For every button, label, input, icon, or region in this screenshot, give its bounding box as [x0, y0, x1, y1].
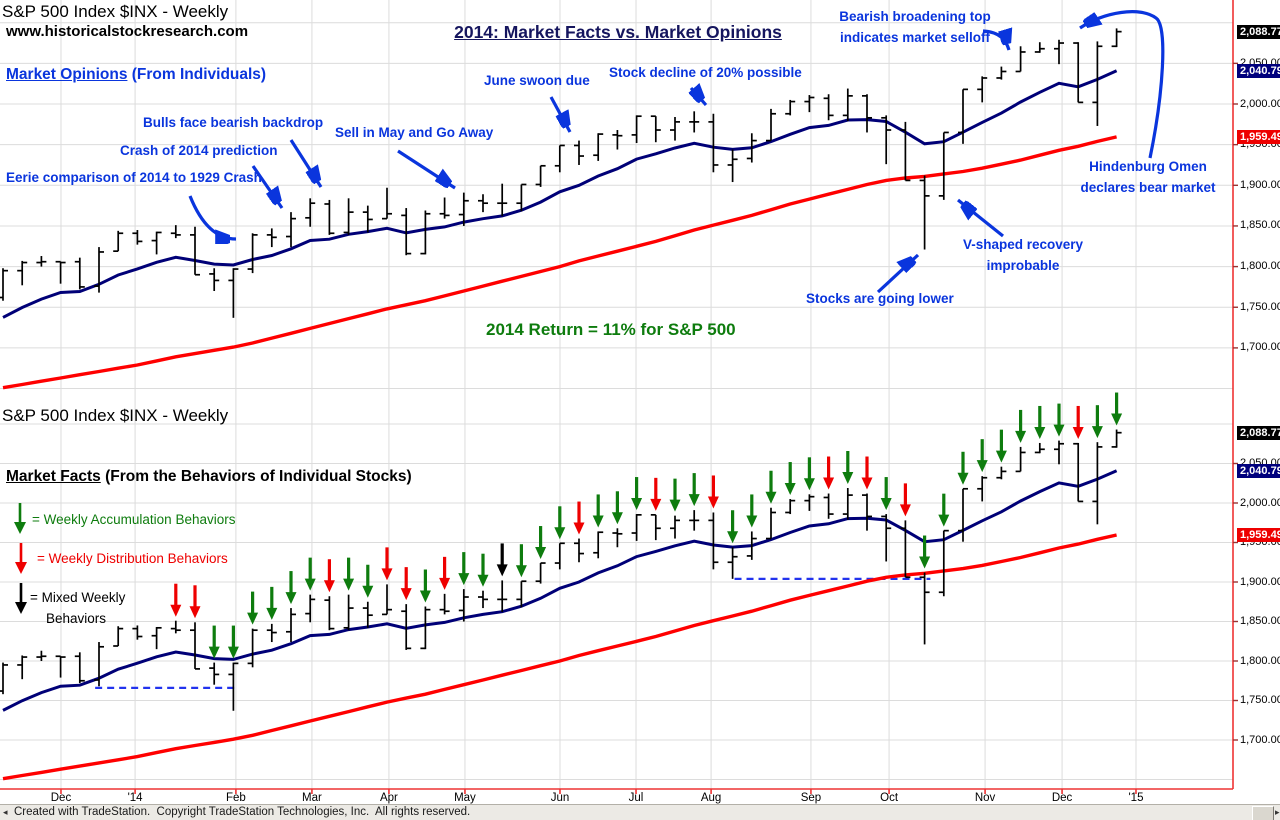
- month-label: Aug: [700, 792, 722, 804]
- month-label: Nov: [974, 792, 996, 804]
- market-opinions-lead: Market Opinions: [6, 66, 128, 83]
- month-label: Jul: [628, 792, 644, 804]
- month-label: Dec: [50, 792, 72, 804]
- annotation-hindenburg-line2: declares bear market: [1080, 180, 1216, 195]
- accumulation-down-arrow-icon: [14, 503, 26, 534]
- scroll-right-icon[interactable]: ▸: [1275, 807, 1280, 817]
- price-label: 1,850.00: [1240, 615, 1280, 627]
- website-link[interactable]: www.historicalstockresearch.com: [6, 23, 249, 40]
- price-label: 1,750.00: [1240, 694, 1280, 706]
- price-label: 1,900.00: [1240, 575, 1280, 588]
- navy-ma-price-box: 2,040.79: [1237, 463, 1280, 478]
- annotation-hindenburg: Hindenburg Omen declares bear market: [1072, 156, 1224, 198]
- market-facts-rest: (From the Behaviors of Individual Stocks…: [100, 468, 412, 485]
- legend-distribution: = Weekly Distribution Behaviors: [37, 551, 228, 566]
- last-close-price-box: 2,088.77: [1237, 24, 1280, 39]
- month-label: Sep: [800, 792, 822, 804]
- annotation-bulls: Bulls face bearish backdrop: [143, 115, 324, 130]
- market-opinions-label: Market Opinions (From Individuals): [6, 66, 266, 84]
- status-bar: ◂ Created with TradeStation. Copyright T…: [0, 804, 1280, 820]
- annotation-sell-in-may: Sell in May and Go Away: [335, 125, 494, 140]
- price-label: 2,000.00: [1240, 97, 1280, 110]
- red-ma-price-box: 1,959.49: [1237, 129, 1280, 144]
- price-label: 1,750.00: [1240, 300, 1280, 313]
- month-label: Oct: [880, 792, 899, 804]
- annotation-vshaped-line2: improbable: [986, 258, 1060, 273]
- status-text: Created with TradeStation. Copyright Tra…: [14, 806, 471, 818]
- annotation-eerie-comparison: Eerie comparison of 2014 to 1929 Crash: [6, 170, 262, 185]
- price-label: 1,800.00: [1240, 654, 1280, 667]
- navy-ma-price-box: 2,040.79: [1237, 63, 1280, 78]
- mixed-down-arrow-icon: [15, 583, 27, 614]
- annotation-vshaped-line1: V-shaped recovery: [962, 237, 1084, 252]
- legend-mixed-line2: Behaviors: [46, 611, 107, 626]
- legend-mixed-line1: = Mixed Weekly: [30, 590, 126, 605]
- month-label: May: [454, 792, 476, 804]
- market-facts-label: Market Facts (From the Behaviors of Indi…: [6, 468, 412, 486]
- annotation-stock-decline: Stock decline of 20% possible: [609, 65, 802, 80]
- month-label: Apr: [379, 792, 398, 804]
- market-facts-lead: Market Facts: [6, 468, 101, 485]
- month-label: '14: [127, 792, 143, 804]
- annotation-broadening-top: Bearish broadening top indicates market …: [812, 6, 1018, 48]
- annotation-crash-prediction: Crash of 2014 prediction: [120, 143, 278, 158]
- chart-headline: 2014: Market Facts vs. Market Opinions: [454, 22, 782, 42]
- price-label: 1,700.00: [1240, 733, 1280, 746]
- annotation-going-lower: Stocks are going lower: [806, 291, 954, 306]
- price-label: 1,800.00: [1240, 260, 1280, 273]
- return-note: 2014 Return = 11% for S&P 500: [486, 320, 736, 339]
- price-label: 1,900.00: [1240, 178, 1280, 191]
- annotation-june-swoon: June swoon due: [484, 73, 590, 88]
- market-opinions-rest: (From Individuals): [127, 66, 267, 83]
- price-label: 1,700.00: [1240, 341, 1280, 354]
- month-label: Dec: [1051, 792, 1073, 804]
- red-ma-price-box: 1,959.49: [1237, 528, 1280, 542]
- distribution-down-arrow-icon: [15, 543, 27, 574]
- top-panel-title: S&P 500 Index $INX - Weekly: [2, 2, 229, 21]
- last-close-price-box: 2,088.77: [1237, 425, 1280, 440]
- price-label: 2,000.00: [1240, 496, 1280, 509]
- price-label: 1,850.00: [1240, 219, 1280, 232]
- bottom-panel-title: S&P 500 Index $INX - Weekly: [2, 406, 229, 425]
- scroll-left-icon[interactable]: ◂: [3, 807, 8, 817]
- month-label: Jun: [550, 792, 570, 804]
- annotation-broadening-line1: Bearish broadening top: [839, 9, 991, 24]
- legend-accumulation: = Weekly Accumulation Behaviors: [32, 512, 236, 527]
- annotation-hindenburg-line1: Hindenburg Omen: [1089, 159, 1207, 174]
- annotation-broadening-line2: indicates market selloff: [839, 30, 991, 45]
- month-label: Mar: [302, 792, 322, 804]
- annotation-vshaped: V-shaped recovery improbable: [948, 234, 1098, 276]
- scrollbar-thumb[interactable]: [1252, 806, 1274, 820]
- month-label: Feb: [225, 792, 246, 804]
- month-label: '15: [1128, 792, 1144, 804]
